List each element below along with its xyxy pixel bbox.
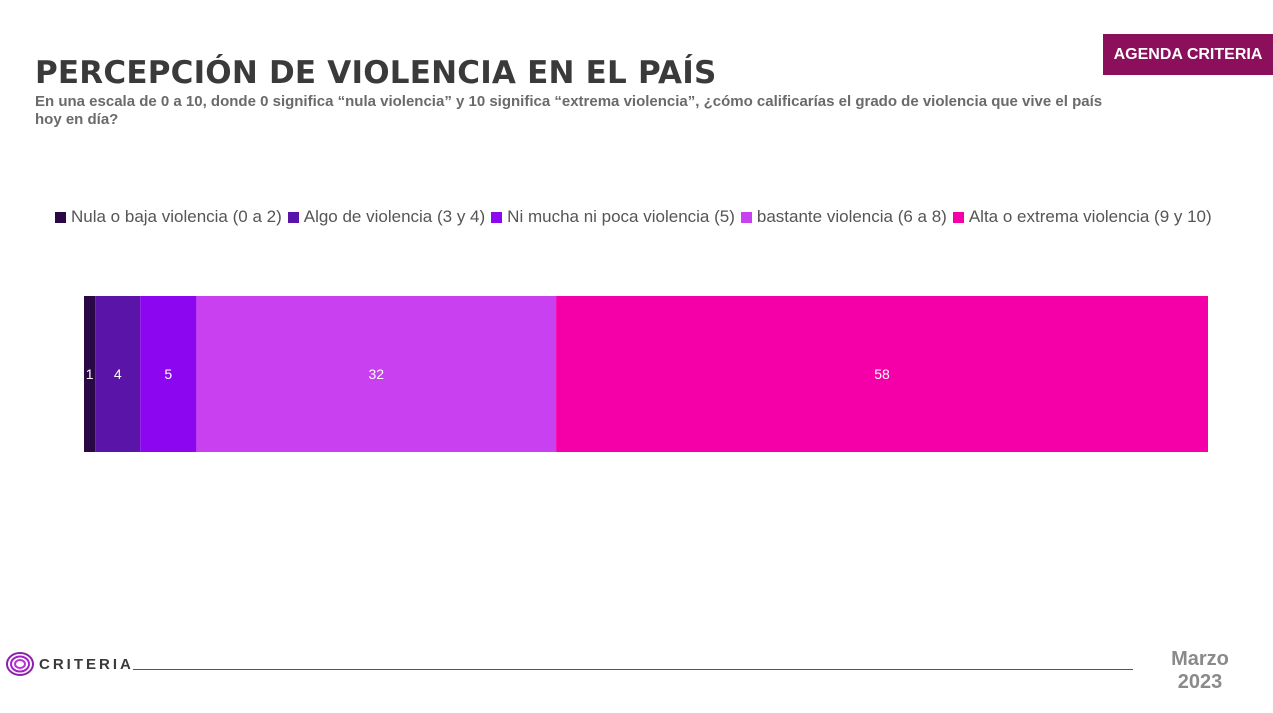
data-label: 4	[114, 366, 122, 382]
data-label: 32	[368, 366, 384, 382]
legend-label: Nula o baja violencia (0 a 2)	[71, 207, 282, 226]
legend-label: Algo de violencia (3 y 4)	[303, 207, 486, 226]
legend-label: Ni mucha ni poca violencia (5)	[507, 207, 735, 226]
data-label: 58	[874, 366, 890, 382]
date-year: 2023	[1177, 671, 1223, 693]
criteria-logo: CRITERIA	[5, 651, 134, 677]
agenda-criteria-badge: AGENDA CRITERIA	[1103, 34, 1273, 75]
page-title: PERCEPCIÓN DE VIOLENCIA EN EL PAÍS	[35, 55, 717, 91]
bar-segment	[84, 296, 96, 452]
legend-item: Algo de violencia (3 y 4)	[287, 207, 486, 227]
legend-swatch	[740, 211, 752, 223]
legend-swatch	[55, 211, 66, 223]
bar-segment	[556, 296, 1208, 452]
criteria-logo-icon	[6, 652, 34, 676]
data-label: 1	[86, 366, 94, 382]
date-month: Marzo	[1171, 648, 1229, 670]
chart-legend: Nula o baja violencia (0 a 2) Algo de vi…	[55, 207, 1255, 227]
footer-divider	[133, 669, 1133, 670]
bar-segment	[95, 296, 141, 452]
legend-item: bastante violencia (6 a 8)	[740, 207, 947, 227]
legend-item: Nula o baja violencia (0 a 2)	[55, 207, 282, 227]
legend-swatch	[491, 211, 503, 223]
page-subtitle: En una escala de 0 a 10, donde 0 signifi…	[35, 93, 1103, 128]
data-label: 5	[164, 366, 172, 382]
legend-item: Alta o extrema violencia (9 y 10)	[952, 207, 1212, 227]
legend-label: bastante violencia (6 a 8)	[756, 207, 947, 226]
legend-item: Ni mucha ni poca violencia (5)	[491, 207, 735, 227]
legend-label: Alta o extrema violencia (9 y 10)	[968, 207, 1212, 226]
logo-text: CRITERIA	[39, 655, 134, 673]
bar-segment	[196, 296, 557, 452]
report-date: Marzo 2023	[1150, 648, 1250, 694]
legend-swatch	[287, 211, 299, 223]
legend-swatch	[952, 211, 964, 223]
bar-segment	[140, 296, 197, 452]
